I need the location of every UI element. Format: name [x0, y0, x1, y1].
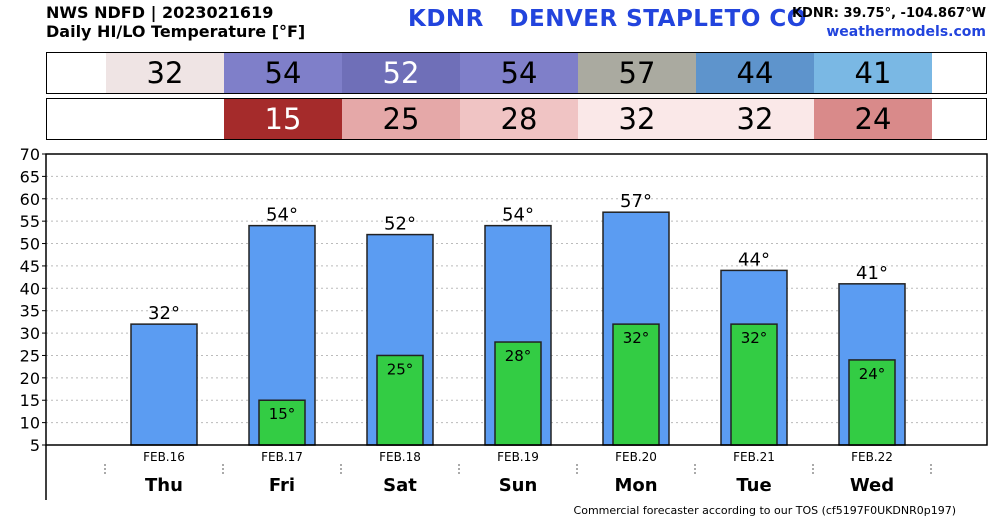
low-temp-cell: 24	[814, 99, 932, 139]
date-label: FEB.17	[261, 450, 303, 464]
high-temp-label: 52°	[384, 214, 416, 235]
low-temp-cell: 25	[342, 99, 460, 139]
y-tick-label: 30	[20, 324, 40, 343]
low-temp-bar	[848, 359, 896, 446]
low-temp-label: 25°	[387, 360, 414, 378]
date-label: FEB.20	[615, 450, 657, 464]
date-label: FEB.21	[733, 450, 775, 464]
low-temp-cell: 32	[696, 99, 814, 139]
y-tick-label: 5	[30, 436, 40, 455]
y-tick-label: 65	[20, 167, 40, 186]
low-temp-label: 15°	[269, 405, 296, 423]
y-tick-label: 70	[20, 145, 40, 164]
high-temp-label: 57°	[620, 191, 652, 212]
low-temp-label: 32°	[623, 329, 650, 347]
high-temp-cell: 52	[342, 53, 460, 93]
date-label: FEB.18	[379, 450, 421, 464]
y-tick-label: 15	[20, 391, 40, 410]
plot-frame	[45, 153, 988, 446]
high-temp-label: 54°	[266, 205, 298, 226]
y-tick-label: 20	[20, 369, 40, 388]
high-temp-label: 44°	[738, 249, 770, 270]
header-right: KDNR: 39.75°, -104.867°W weathermodels.c…	[792, 4, 986, 42]
low-temp-label: 24°	[859, 365, 886, 383]
date-label: FEB.16	[143, 450, 185, 464]
high-temp-cell: 32	[106, 53, 224, 93]
high-temp-label: 54°	[502, 205, 534, 226]
low-temp-bar	[612, 323, 660, 446]
y-tick-label: 55	[20, 212, 40, 231]
day-label: Wed	[850, 475, 894, 496]
day-label: Thu	[145, 475, 183, 496]
high-temp-cell: 41	[814, 53, 932, 93]
product-label: Daily HI/LO Temperature [°F]	[46, 22, 306, 41]
y-tick-label: 35	[20, 302, 40, 321]
site-link[interactable]: weathermodels.com	[826, 24, 986, 40]
date-label: FEB.22	[851, 450, 893, 464]
low-temp-bar	[494, 341, 542, 446]
footer-note: Commercial forecaster according to our T…	[573, 504, 956, 517]
low-temp-strip: 15 25 28 32 32 24	[46, 98, 987, 140]
day-label: Fri	[269, 475, 295, 496]
low-temp-cell: 32	[578, 99, 696, 139]
high-temp-cell: 57	[578, 53, 696, 93]
header-left: NWS NDFD | 2023021619 Daily HI/LO Temper…	[46, 3, 305, 41]
high-temp-cell: 54	[460, 53, 578, 93]
high-temp-bar	[130, 323, 198, 446]
high-temp-label: 41°	[856, 263, 888, 284]
low-temp-label: 32°	[741, 329, 768, 347]
y-tick-label: 50	[20, 235, 40, 254]
low-temp-label: 28°	[505, 347, 532, 365]
low-temp-bar	[376, 354, 424, 446]
day-label: Mon	[614, 475, 657, 496]
high-temp-cell: 54	[224, 53, 342, 93]
station-title: KDNR DENVER STAPLETO CO	[408, 6, 807, 32]
model-run-label: NWS NDFD | 2023021619	[46, 3, 274, 22]
y-tick-label: 25	[20, 346, 40, 365]
low-temp-cell: 15	[224, 99, 342, 139]
y-tick-label: 60	[20, 190, 40, 209]
high-temp-label: 32°	[148, 303, 180, 324]
date-label: FEB.19	[497, 450, 539, 464]
day-label: Sat	[383, 475, 417, 496]
station-coords: KDNR: 39.75°, -104.867°W	[791, 6, 986, 21]
y-tick-label: 40	[20, 279, 40, 298]
day-label: Tue	[736, 475, 771, 496]
low-temp-bar	[258, 399, 306, 446]
high-temp-strip: 32 54 52 54 57 44 41	[46, 52, 987, 94]
high-temp-cell: 44	[696, 53, 814, 93]
low-temp-cell	[106, 99, 224, 139]
y-tick-label: 45	[20, 257, 40, 276]
day-label: Sun	[499, 475, 538, 496]
y-tick-label: 10	[20, 414, 40, 433]
low-temp-cell: 28	[460, 99, 578, 139]
